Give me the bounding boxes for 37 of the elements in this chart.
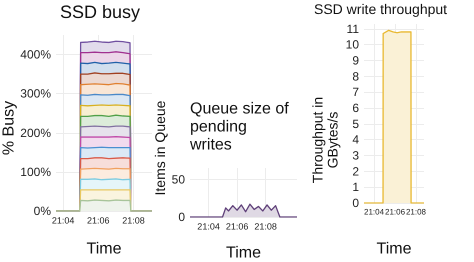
y-tick-label: 10 [346,38,360,52]
y-axis-title: Items in Queue [152,100,168,196]
x-tick-label: 21:06 [384,208,406,216]
y-tick-label: 200% [20,126,52,140]
chart-title: SSD write throughput [314,1,448,17]
y-tick-label: 7 [352,85,360,100]
chart-title: Queue size of pending writes [189,100,290,154]
y-tick-label: 6 [352,100,360,115]
x-tick-label: 21:06 [87,216,110,226]
y-tick-label: 4 [352,132,360,147]
x-tick-label: 21:04 [52,216,74,226]
y-axis-title: % Busy [0,100,18,156]
y-tick-label: 1 [352,180,360,194]
y-tick-label: 9 [352,53,360,68]
y-tick-label: 2 [352,164,360,178]
y-tick-label: 0 [352,196,360,210]
x-tick-label: 21:08 [254,222,277,232]
x-axis-title: Time [376,240,412,258]
y-tick-label: 8 [352,69,360,84]
x-tick-label: 21:06 [226,222,248,232]
chart-title: SSD busy [60,2,140,22]
y-tick-label: 0 [178,210,186,224]
y-tick-label: 300% [20,86,52,101]
y-axis-title: Throughput in GBytes/s [310,96,340,184]
x-tick-label: 21:08 [122,216,145,226]
x-axis-title: Time [86,240,122,258]
y-tick-label: 50 [172,172,186,186]
y-tick-label: 0% [34,204,52,218]
x-axis-title: Time [226,244,262,262]
y-tick-label: 100% [20,164,52,179]
x-tick-label: 21:08 [406,208,427,216]
y-tick-label: 400% [20,48,52,62]
x-tick-label: 21:04 [197,222,220,232]
y-tick-label: 5 [352,116,360,131]
x-tick-label: 21:04 [364,208,385,216]
y-tick-label: 11 [346,22,360,36]
y-tick-label: 3 [352,148,360,162]
